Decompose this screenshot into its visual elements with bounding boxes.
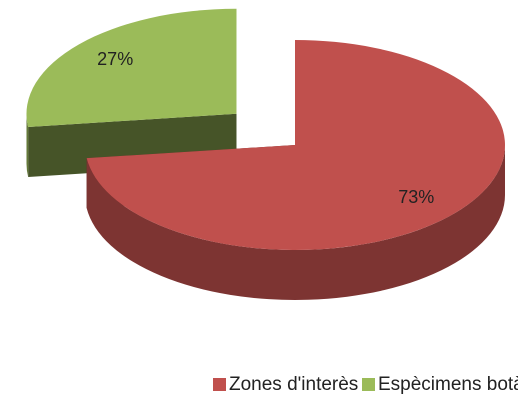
pie-slice xyxy=(26,8,237,127)
data-label: 73% xyxy=(398,187,434,207)
slice-side xyxy=(86,145,505,301)
data-label: 27% xyxy=(97,49,133,69)
legend-label: Espècimens botànics xyxy=(378,374,518,395)
legend-label: Zones d'interès xyxy=(229,374,358,395)
slice-side xyxy=(26,113,29,177)
legend-swatch xyxy=(213,378,226,391)
legend-swatch xyxy=(362,378,375,391)
pie-slice xyxy=(86,40,505,250)
